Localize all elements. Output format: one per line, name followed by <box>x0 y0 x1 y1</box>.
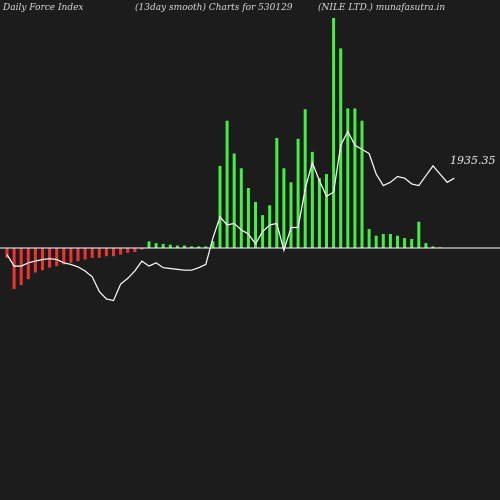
force-bar <box>346 108 350 249</box>
force-bar <box>360 120 364 248</box>
force-bar <box>175 245 179 248</box>
chart-title-center: (13day smooth) Charts for 530129 <box>135 3 293 13</box>
force-bar <box>154 243 158 248</box>
force-bar <box>296 138 300 249</box>
force-bar <box>246 188 250 248</box>
force-bar <box>396 235 399 248</box>
force-bar <box>119 248 123 255</box>
force-bar <box>197 246 201 248</box>
force-bar <box>303 109 307 248</box>
force-bar <box>26 248 30 280</box>
force-bar <box>190 246 194 248</box>
force-bar <box>325 174 328 248</box>
force-bar <box>310 151 314 248</box>
force-bar <box>204 246 208 248</box>
force-bar <box>140 248 144 250</box>
force-bar <box>211 241 215 248</box>
force-bar <box>104 248 108 257</box>
force-bar <box>168 244 172 248</box>
force-bar <box>417 221 421 248</box>
force-bar <box>183 245 186 248</box>
force-bar <box>282 168 286 248</box>
force-bar <box>367 229 371 248</box>
force-bar <box>90 248 94 258</box>
force-bar <box>317 178 321 248</box>
force-bar <box>147 241 151 248</box>
chart-title-left: Daily Force Index <box>3 3 84 13</box>
force-bar <box>289 182 293 248</box>
force-bar <box>69 248 73 263</box>
force-bar <box>218 165 222 248</box>
force-bar <box>112 248 115 257</box>
force-bar <box>275 137 279 248</box>
force-bar <box>374 235 378 248</box>
force-bar <box>424 243 428 248</box>
force-bar <box>268 205 272 248</box>
force-bar <box>381 234 385 248</box>
force-bar <box>126 248 130 253</box>
force-bar <box>225 120 229 248</box>
force-bar <box>403 238 407 248</box>
last-value-label: 1935.35 <box>450 154 496 167</box>
force-bar <box>48 248 52 268</box>
force-bar <box>431 246 435 248</box>
chart-title-right: (NILE LTD.) munafasutra.in <box>318 3 446 13</box>
force-bar <box>232 153 236 248</box>
force-bar <box>161 243 165 248</box>
force-bar <box>239 168 243 248</box>
force-bar <box>5 248 9 258</box>
force-bar <box>76 248 80 262</box>
force-bar <box>55 248 59 267</box>
force-bar <box>12 248 16 290</box>
force-bar <box>97 248 101 258</box>
force-bar <box>332 18 336 248</box>
force-bar <box>133 248 137 253</box>
force-bar <box>33 248 37 273</box>
force-bar <box>388 234 392 248</box>
force-bar <box>410 239 414 248</box>
smoothed-line <box>6 130 455 302</box>
force-bar <box>83 248 87 260</box>
force-bar <box>62 248 66 265</box>
force-bar <box>353 108 357 249</box>
force-bar <box>254 202 257 248</box>
